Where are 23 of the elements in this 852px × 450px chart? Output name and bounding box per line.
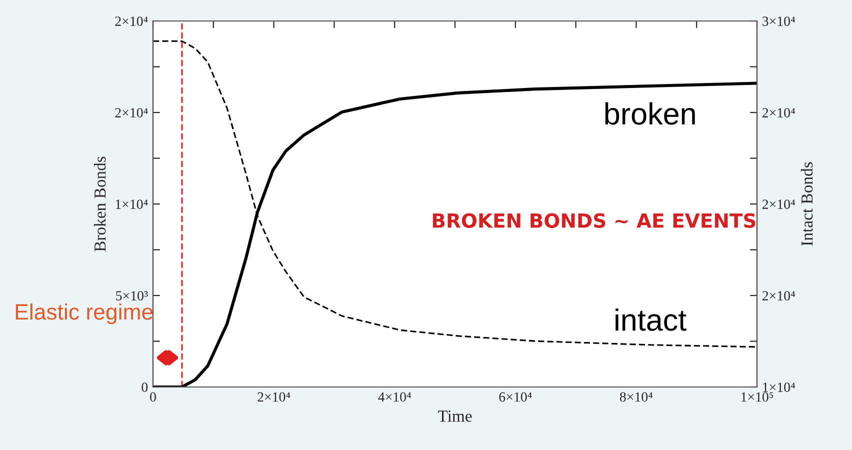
x-axis-title: Time [438,410,472,422]
x-tick-label: 1×10⁵ [741,392,774,402]
series-label: broken [605,102,695,125]
y2-tick-label: 2×10⁴ [762,108,795,118]
text: Elastic regime [16,303,153,324]
y2-tick-label: 2×10⁴ [762,200,795,209]
y-axis-title: Broken Bonds [94,156,106,252]
series-label: intact [616,308,686,331]
y2-tick-label: 1×10⁴ [763,382,795,392]
y-tick-label: 2×10⁴ [115,16,148,26]
x-tick-label: 6×10⁴ [499,392,532,402]
x-tick-label: 8×10⁴ [620,392,653,402]
y-tick-label: 5×10³ [116,291,148,300]
annotation: BROKEN BONDS ~ AE EVENTS [432,213,756,228]
x-tick-label: 4×10⁴ [378,392,411,402]
y2-tick-label: 2×10⁴ [762,291,795,300]
y-tick-label: 2×10⁴ [115,108,148,118]
y2-axis-title: Intact Bonds [800,162,813,246]
x-tick-label: 2×10⁴ [258,392,290,402]
y-tick-label: 1×10⁴ [116,200,148,209]
y2-tick-label: 3×10⁴ [762,16,795,26]
x-tick-label: 0 [150,392,156,402]
y-tick-label: 0 [142,382,148,392]
